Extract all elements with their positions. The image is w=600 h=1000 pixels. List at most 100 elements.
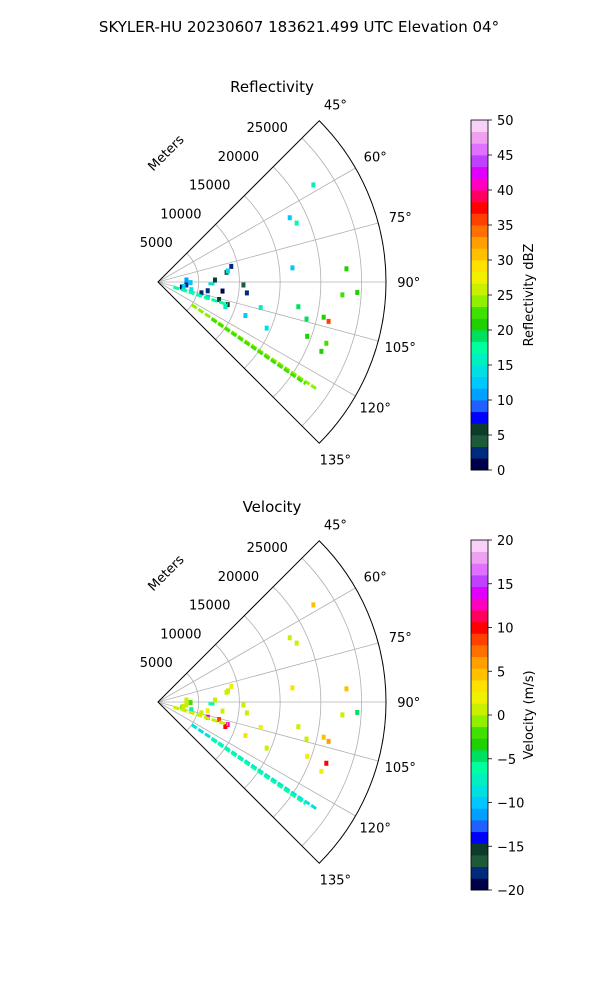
range-tick-label: 20000 [218,570,259,585]
radar-gate [243,733,248,739]
colorbar-segment [471,878,488,891]
theta-tick-label: 120° [360,821,391,836]
radar-gate [223,724,228,730]
radar-gate [287,635,292,641]
colorbar-segment [471,551,488,564]
colorbar-segment [471,796,488,809]
radial-axis-label: Meters [146,552,188,594]
radar-gate [229,263,234,269]
colorbar-segment [471,166,488,179]
radar-gate [344,686,349,692]
colorbar-segment [471,248,488,261]
radar-gate [189,287,194,293]
theta-tick-label: 105° [385,761,416,776]
theta-tick-label: 105° [385,341,416,356]
colorbar-segment [471,213,488,226]
colorbar-tick-label: −5 [497,753,516,768]
colorbar-segment [471,633,488,646]
theta-tick-label: 135° [320,453,351,468]
radar-gate [355,289,360,295]
radar-gate [287,215,292,221]
colorbar-tick-label: 20 [497,324,514,339]
range-tick-label: 25000 [247,541,288,556]
range-tick-label: 25000 [247,121,288,136]
colorbar-segment [471,820,488,833]
radar-gate [258,725,263,731]
colorbar-segment [471,353,488,366]
theta-tick-label: 90° [397,276,420,291]
radar-gate [294,640,299,646]
radar-gate [319,348,324,354]
theta-tick-label: 90° [397,696,420,711]
theta-tick-label: 60° [364,571,387,586]
range-tick-label: 10000 [160,207,201,222]
colorbar-segment [471,201,488,214]
radar-echo-streak [210,317,307,385]
colorbar-segment [471,691,488,704]
radar-gate [217,717,222,723]
colorbar-segment [471,143,488,156]
radar-gate [181,284,186,290]
radar-gate [220,708,225,714]
theta-tick-label: 60° [364,151,387,166]
colorbar-segment [471,586,488,599]
radar-gate [223,304,228,310]
colorbar-segment [471,376,488,389]
range-gridline [272,166,322,398]
radar-gate [304,736,309,742]
colorbar-tick-label: 0 [497,464,505,479]
panel-title: Reflectivity [230,78,314,96]
colorbar-segment [471,668,488,681]
colorbar-segment [471,750,488,763]
radar-gate [212,697,217,703]
colorbar-tick-label: 15 [497,359,514,374]
polar-frame [157,540,387,864]
figure-suptitle: SKYLER-HU 20230607 183621.499 UTC Elevat… [99,18,499,36]
colorbar-segment [471,843,488,856]
colorbar-segment [471,726,488,739]
radar-gate [189,707,194,713]
radar-echo-streak [210,737,307,805]
range-tick-label: 10000 [160,627,201,642]
radar-gate [225,688,230,694]
theta-tick-label: 75° [389,211,412,226]
radar-gate [305,753,310,759]
radar-gate [321,734,326,740]
range-gridline [244,615,281,789]
range-gridline [244,195,281,369]
colorbar-tick-label: 0 [497,709,505,724]
colorbar-segment [471,808,488,821]
radar-gate [241,702,246,708]
colorbar-segment [471,458,488,471]
radar-gate [264,745,269,751]
radar-gate [319,768,324,774]
radar-gate [188,280,193,286]
radar-gate [244,290,249,296]
colorbar-segment [471,295,488,308]
colorbar-segment [471,680,488,693]
colorbar-segment [471,785,488,798]
radar-echo-streak [173,705,229,727]
theta-gridline [157,701,356,817]
radar-gate [324,340,329,346]
theta-gridline [157,222,379,283]
radar-gate [264,325,269,331]
range-gridline [186,672,200,732]
colorbar-segment [471,540,488,553]
colorbar-tick-label: 35 [497,219,514,234]
range-tick-label: 15000 [189,179,230,194]
radar-gate [225,268,230,274]
colorbar-tick-label: 5 [497,665,505,680]
colorbar-segment [471,388,488,401]
radar-gate [241,282,246,288]
colorbar-segment [471,703,488,716]
colorbar-segment [471,306,488,319]
radar-gate [296,724,301,730]
radar-gate [184,277,189,283]
theta-gridline [157,701,379,762]
radar-echo-streak [173,285,229,307]
radar-gate [321,314,326,320]
range-gridline [301,137,362,427]
radar-gate [305,333,310,339]
